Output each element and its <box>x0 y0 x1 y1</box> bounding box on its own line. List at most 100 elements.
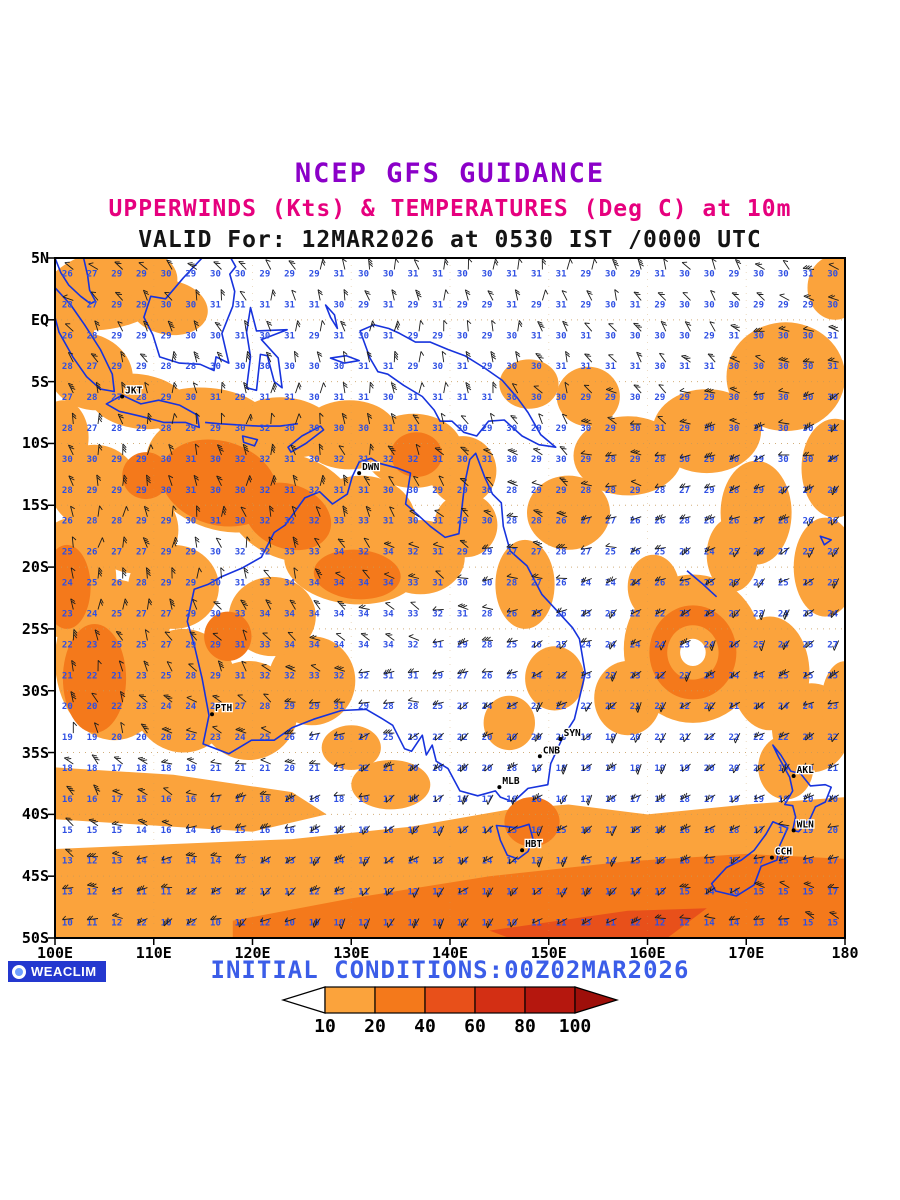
svg-text:30: 30 <box>704 424 715 434</box>
svg-text:27: 27 <box>87 362 98 372</box>
svg-text:27: 27 <box>87 269 98 279</box>
svg-text:27: 27 <box>580 548 591 558</box>
svg-text:30: 30 <box>235 362 246 372</box>
station-dot-syn <box>558 736 563 741</box>
svg-text:30: 30 <box>185 331 196 341</box>
svg-text:29: 29 <box>580 269 591 279</box>
svg-text:29: 29 <box>408 300 419 310</box>
svg-text:31: 31 <box>284 331 295 341</box>
svg-text:31: 31 <box>408 393 419 403</box>
svg-text:23: 23 <box>62 609 73 619</box>
svg-text:30: 30 <box>235 517 246 527</box>
svg-text:31: 31 <box>605 362 616 372</box>
svg-text:30: 30 <box>259 362 270 372</box>
svg-text:15: 15 <box>358 857 369 867</box>
svg-text:30: 30 <box>210 579 221 589</box>
svg-text:29: 29 <box>704 455 715 465</box>
svg-text:29: 29 <box>136 331 147 341</box>
svg-text:30: 30 <box>408 486 419 496</box>
svg-text:29: 29 <box>161 517 172 527</box>
svg-text:22: 22 <box>728 733 739 743</box>
svg-text:12: 12 <box>630 919 641 929</box>
svg-text:26: 26 <box>827 548 838 558</box>
svg-text:22: 22 <box>778 733 789 743</box>
svg-text:34: 34 <box>284 579 295 589</box>
svg-text:27: 27 <box>803 486 814 496</box>
colorbar-segment-5 <box>524 986 576 1014</box>
svg-text:29: 29 <box>827 486 838 496</box>
svg-text:30: 30 <box>482 517 493 527</box>
svg-text:12: 12 <box>358 919 369 929</box>
svg-text:31: 31 <box>185 486 196 496</box>
svg-text:31: 31 <box>482 393 493 403</box>
svg-text:13: 13 <box>284 857 295 867</box>
svg-text:15: 15 <box>309 826 320 836</box>
lon-tick-160E: 160E <box>629 944 666 962</box>
svg-text:17: 17 <box>753 857 764 867</box>
svg-text:27: 27 <box>531 548 542 558</box>
svg-text:10: 10 <box>333 919 344 929</box>
svg-text:20: 20 <box>803 795 814 805</box>
lat-tick-5N: 5N <box>30 249 49 267</box>
svg-text:30: 30 <box>654 331 665 341</box>
svg-text:31: 31 <box>556 362 567 372</box>
svg-text:25: 25 <box>111 640 122 650</box>
svg-text:10: 10 <box>284 919 295 929</box>
svg-text:31: 31 <box>383 424 394 434</box>
svg-text:18: 18 <box>136 764 147 774</box>
svg-text:30: 30 <box>185 517 196 527</box>
svg-text:25: 25 <box>827 671 838 681</box>
svg-text:27: 27 <box>136 548 147 558</box>
svg-text:27: 27 <box>580 517 591 527</box>
svg-text:30: 30 <box>778 424 789 434</box>
station-markers: JKT DWN PTH SYN CNB MLB HBT AKL WLN CCH <box>120 384 815 860</box>
svg-text:30: 30 <box>87 455 98 465</box>
svg-text:15: 15 <box>457 826 468 836</box>
svg-text:14: 14 <box>728 919 739 929</box>
svg-text:28: 28 <box>111 424 122 434</box>
svg-text:30: 30 <box>482 269 493 279</box>
svg-text:17: 17 <box>580 795 591 805</box>
svg-text:30: 30 <box>457 331 468 341</box>
svg-text:21: 21 <box>62 671 73 681</box>
svg-text:28: 28 <box>62 300 73 310</box>
lat-tick-45S: 45S <box>21 867 49 886</box>
svg-text:11: 11 <box>136 888 147 898</box>
svg-text:34: 34 <box>383 548 394 558</box>
svg-text:29: 29 <box>753 455 764 465</box>
svg-text:34: 34 <box>333 640 344 650</box>
svg-text:31: 31 <box>531 269 542 279</box>
svg-text:27: 27 <box>111 393 122 403</box>
svg-text:31: 31 <box>235 331 246 341</box>
svg-text:30: 30 <box>161 269 172 279</box>
svg-text:32: 32 <box>235 455 246 465</box>
svg-text:18: 18 <box>778 795 789 805</box>
svg-text:19: 19 <box>62 733 73 743</box>
svg-text:29: 29 <box>309 331 320 341</box>
svg-text:17: 17 <box>827 888 838 898</box>
svg-text:22: 22 <box>111 702 122 712</box>
svg-text:30: 30 <box>753 362 764 372</box>
station-label-dwn: DWN <box>362 462 379 473</box>
svg-text:29: 29 <box>457 517 468 527</box>
svg-text:32: 32 <box>259 486 270 496</box>
svg-text:21: 21 <box>679 733 690 743</box>
svg-text:30: 30 <box>704 269 715 279</box>
svg-text:23: 23 <box>136 702 147 712</box>
svg-text:30: 30 <box>210 269 221 279</box>
svg-text:34: 34 <box>383 579 394 589</box>
svg-text:29: 29 <box>161 331 172 341</box>
svg-text:31: 31 <box>432 548 443 558</box>
svg-text:25: 25 <box>728 579 739 589</box>
svg-text:30: 30 <box>62 455 73 465</box>
svg-text:30: 30 <box>161 300 172 310</box>
svg-text:31: 31 <box>259 300 270 310</box>
svg-text:15: 15 <box>111 826 122 836</box>
svg-text:19: 19 <box>87 733 98 743</box>
svg-text:29: 29 <box>161 393 172 403</box>
svg-text:31: 31 <box>531 331 542 341</box>
svg-text:24: 24 <box>778 609 789 619</box>
svg-text:34: 34 <box>284 640 295 650</box>
svg-text:28: 28 <box>605 486 616 496</box>
svg-text:12: 12 <box>87 857 98 867</box>
